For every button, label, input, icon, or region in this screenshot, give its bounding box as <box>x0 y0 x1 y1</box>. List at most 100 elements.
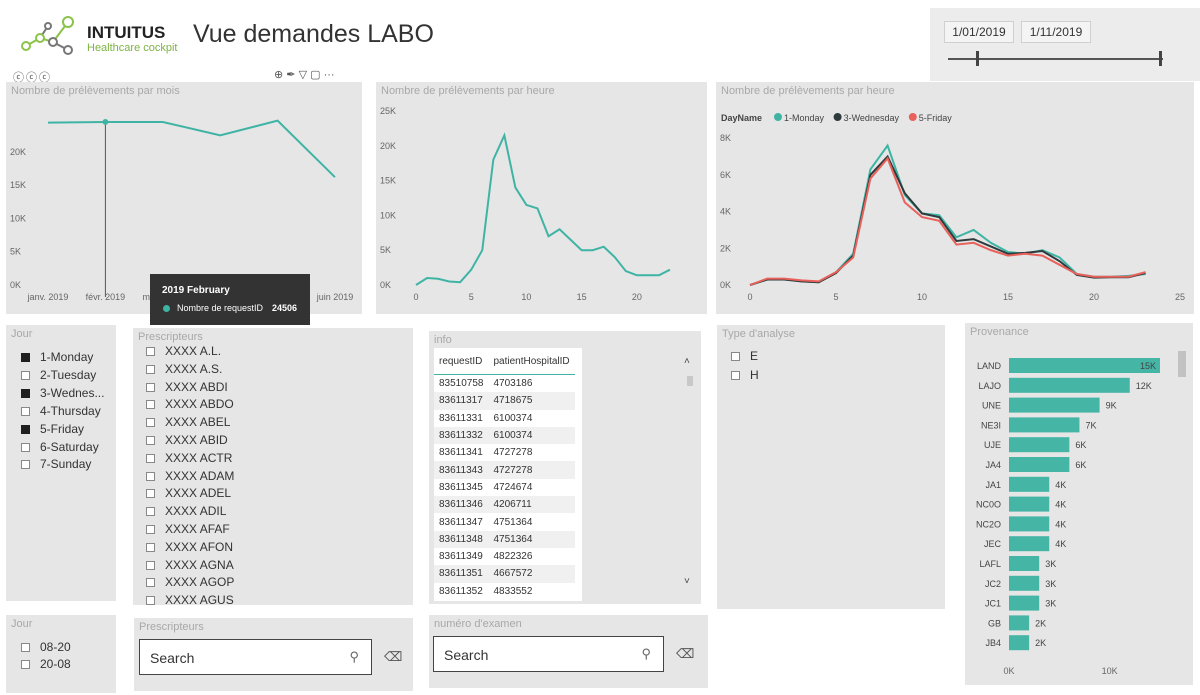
checkbox[interactable] <box>146 471 155 481</box>
chart-hourly-svg[interactable]: 0K 5K 10K 15K 20K 25K 0 5 10 15 20 <box>376 82 707 314</box>
slicer-item[interactable]: XXXX ABDO <box>133 397 393 413</box>
table-row[interactable]: 83611349 4822326 <box>434 547 575 566</box>
checkbox[interactable] <box>146 578 155 588</box>
slicer-item[interactable]: XXXX ADAM <box>133 469 393 485</box>
table-row[interactable]: 83611352 4833552 <box>434 582 575 600</box>
focus-mode-icon[interactable]: ▢ <box>310 69 321 81</box>
table-cell-requestid: 83611317 <box>434 392 489 410</box>
slicer-item[interactable]: XXXX A.S. <box>133 362 393 378</box>
expand-all-icon[interactable]: ⓒ <box>39 72 52 84</box>
date-slider-start-handle[interactable] <box>976 51 979 66</box>
checkbox[interactable] <box>146 364 155 374</box>
checkbox[interactable] <box>21 643 30 652</box>
category-label: JC2 <box>985 579 1001 589</box>
slicer-item[interactable]: XXXX ABID <box>133 433 393 449</box>
bar <box>1009 516 1050 532</box>
date-slider-end-handle[interactable] <box>1159 51 1162 66</box>
table-row[interactable]: 83611347 4751364 <box>434 513 575 531</box>
column-header-patienthospitalid[interactable]: patientHospitalID <box>488 348 575 375</box>
checkbox[interactable] <box>21 660 30 669</box>
x-tick-label: févr. 2019 <box>86 292 126 302</box>
checkbox[interactable] <box>146 596 155 605</box>
checkbox[interactable] <box>146 542 155 552</box>
checkbox[interactable] <box>21 460 30 470</box>
checkbox[interactable] <box>21 370 30 380</box>
slicer-item[interactable]: XXXX AFAF <box>133 522 393 538</box>
slicer-item[interactable]: 2-Tuesday <box>6 368 116 384</box>
prescripteurs-search-input[interactable]: Search ⚲ <box>139 639 372 675</box>
table-row[interactable]: 83611332 6100374 <box>434 426 575 445</box>
column-header-requestid[interactable]: requestID <box>434 348 489 375</box>
drill-down-icon[interactable]: ⓒ <box>26 72 39 84</box>
slicer-item[interactable]: 7-Sunday <box>6 457 116 473</box>
drill-up-icon[interactable]: ⓒ <box>13 72 26 84</box>
slicer-item[interactable]: 6-Saturday <box>6 440 116 456</box>
numero-examen-input[interactable]: Search ⚲ <box>433 636 664 672</box>
date-from-input[interactable]: 1/01/2019 <box>944 21 1014 43</box>
slicer-item[interactable]: XXXX AGNA <box>133 558 393 574</box>
checkbox[interactable] <box>146 560 155 570</box>
table-row[interactable]: 83611345 4724674 <box>434 478 575 497</box>
checkbox[interactable] <box>21 388 30 398</box>
slicer-item[interactable]: XXXX AGUS <box>133 593 393 605</box>
checkbox[interactable] <box>21 424 30 434</box>
slicer-item[interactable]: XXXX AGOP <box>133 575 393 591</box>
slicer-item[interactable]: XXXX ACTR <box>133 451 393 467</box>
table-row[interactable]: 83510758 4703186 <box>434 374 575 393</box>
checkbox[interactable] <box>146 525 155 534</box>
table-row[interactable]: 83611317 4718675 <box>434 392 575 410</box>
slicer-item[interactable]: 5-Friday <box>6 422 116 438</box>
chart-monthly-svg[interactable]: 0K 5K 10K 15K 20K janv. 2019 févr. 2019 ma juin … <box>6 82 362 314</box>
checkbox[interactable] <box>21 442 30 452</box>
slicer-item[interactable]: XXXX ABDI <box>133 380 393 396</box>
more-options-icon[interactable]: ··· <box>323 69 335 81</box>
provenance-scrollbar-thumb[interactable] <box>1178 351 1186 377</box>
slicer-item[interactable]: XXXX AFON <box>133 540 393 556</box>
table-row[interactable]: 83611331 6100374 <box>434 409 575 427</box>
eraser-icon[interactable]: ⌫ <box>384 649 403 664</box>
chart-hourly-by-day-svg[interactable]: 0K 2K 4K 6K 8K 0 5 10 15 20 25 DayName 1-Monday 3-Wed… <box>716 82 1194 314</box>
slicer-item[interactable]: XXXX A.L. <box>133 344 393 360</box>
table-scroll-down-icon[interactable]: ˅ <box>684 576 690 587</box>
date-slider-track[interactable] <box>948 58 1163 60</box>
slicer-item[interactable]: XXXX ABEL <box>133 415 393 431</box>
slicer-item[interactable]: H <box>717 368 817 384</box>
date-to-input[interactable]: 1/11/2019 <box>1021 21 1091 43</box>
slicer-item[interactable]: 1-Monday <box>6 350 116 366</box>
checkbox[interactable] <box>146 453 155 463</box>
table-row[interactable]: 83611351 4667572 <box>434 565 575 583</box>
checkbox[interactable] <box>146 489 155 499</box>
eraser-icon[interactable]: ⌫ <box>676 646 695 661</box>
checkbox[interactable] <box>146 400 155 410</box>
slicer-item[interactable]: 3-Wednes... <box>6 386 116 402</box>
slicer-item[interactable]: E <box>717 349 817 365</box>
checkbox[interactable] <box>146 382 155 392</box>
slicer-item[interactable]: 20-08 <box>6 657 106 673</box>
download-icon[interactable]: ⊕ <box>274 69 284 81</box>
checkbox[interactable] <box>731 352 740 361</box>
data-label: 3K <box>1045 579 1056 589</box>
table-row[interactable]: 83611346 4206711 <box>434 496 575 514</box>
slicer-item[interactable]: 08-20 <box>6 640 106 656</box>
checkbox[interactable] <box>146 507 155 517</box>
checkbox[interactable] <box>731 371 740 380</box>
checkbox[interactable] <box>146 347 155 356</box>
search-icon[interactable]: ⚲ <box>641 646 651 661</box>
table-row[interactable]: 83611343 4727278 <box>434 461 575 479</box>
slicer-item[interactable]: XXXX ADEL <box>133 486 393 502</box>
slicer-item[interactable]: 4-Thursday <box>6 404 116 420</box>
slicer-item[interactable]: XXXX ADIL <box>133 504 393 520</box>
provenance-svg[interactable]: LAND 15K LAJO 12K UNE 9K NE3I 7K UJE 6K JA4 6K JA1 4K… <box>965 323 1193 685</box>
checkbox[interactable] <box>21 353 30 362</box>
table-row[interactable]: 83611348 4751364 <box>434 530 575 548</box>
filter-icon[interactable]: ▽ <box>298 69 308 81</box>
checkbox[interactable] <box>21 406 30 416</box>
pin-icon[interactable]: ✒ <box>286 69 296 81</box>
checkbox[interactable] <box>146 436 155 445</box>
search-icon[interactable]: ⚲ <box>349 649 359 664</box>
slicer-item-label: XXXX ABEL <box>165 415 231 430</box>
table-scroll-up-icon[interactable]: ˄ <box>684 356 690 367</box>
checkbox[interactable] <box>146 418 155 428</box>
table-scrollbar-thumb[interactable] <box>687 376 693 386</box>
table-row[interactable]: 83611341 4727278 <box>434 444 575 462</box>
